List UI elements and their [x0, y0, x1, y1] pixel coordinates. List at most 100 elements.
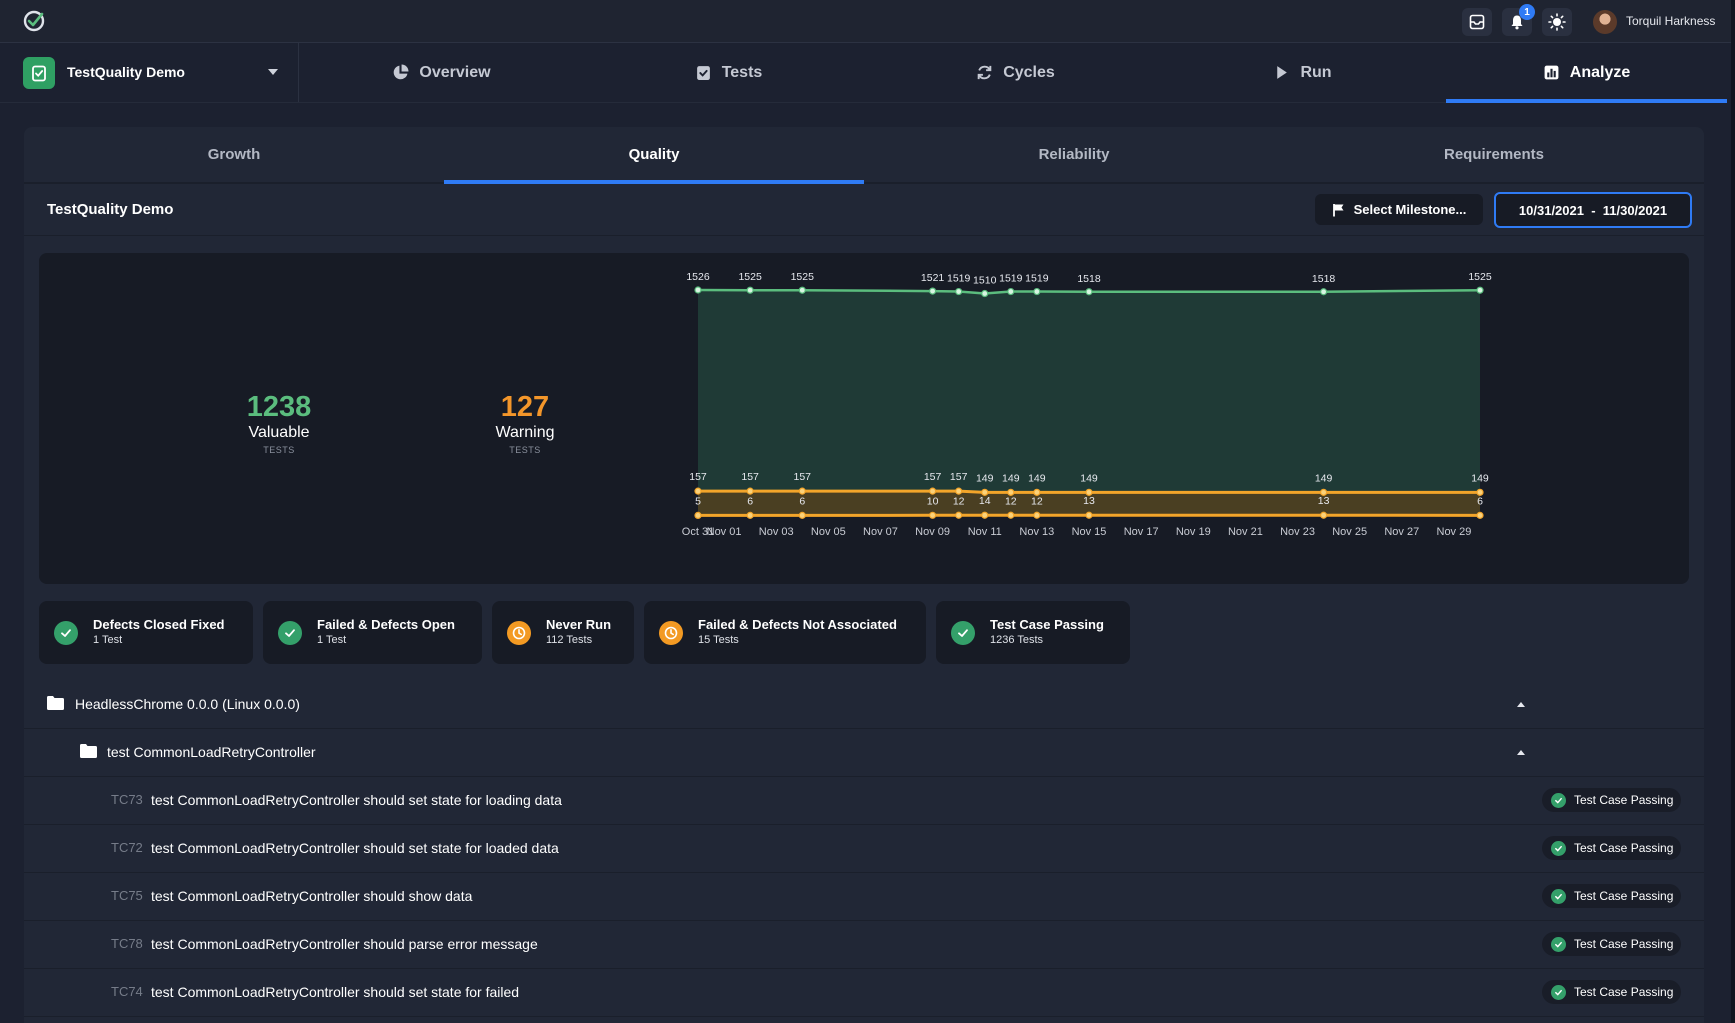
status-chip[interactable]: Failed & Defects Not Associated 15 Tests: [644, 601, 926, 664]
tab-overview[interactable]: Overview: [298, 43, 585, 102]
x-tick-label: Nov 29: [1437, 526, 1472, 538]
check-circle-icon: [1551, 984, 1566, 1000]
data-point: [1033, 488, 1041, 496]
status-chip[interactable]: Test Case Passing 1236 Tests: [936, 601, 1130, 664]
stat-valuable-value: 1238: [246, 391, 312, 423]
test-case-row[interactable]: TC78 test CommonLoadRetryController shoul…: [24, 921, 1704, 969]
status-chip-count: 15 Tests: [698, 634, 739, 646]
status-chip[interactable]: Failed & Defects Open 1 Test: [263, 601, 482, 664]
data-label: 6: [1477, 495, 1483, 507]
status-badge: Test Case Passing: [1542, 980, 1681, 1004]
stat-warning: 127 Warning TESTS: [445, 391, 605, 457]
data-label: 1525: [791, 271, 815, 283]
subtab-reliability[interactable]: Reliability: [864, 127, 1284, 182]
analyze-subtabs: Growth Quality Reliability Requirements: [24, 127, 1704, 184]
data-point: [746, 487, 754, 495]
check-circle-icon: [1551, 888, 1566, 904]
data-point: [1476, 488, 1484, 496]
data-label: 10: [927, 495, 939, 507]
status-chip-title: Test Case Passing: [990, 617, 1104, 632]
data-label: 1518: [1312, 273, 1336, 285]
data-point: [798, 511, 806, 519]
date-range-picker[interactable]: 10/31/2021 - 11/30/2021: [1494, 192, 1692, 228]
data-label: 1518: [1077, 273, 1101, 285]
x-tick-label: Nov 15: [1072, 526, 1107, 538]
tab-cycles[interactable]: Cycles: [872, 43, 1159, 102]
subtab-requirements[interactable]: Requirements: [1284, 127, 1704, 182]
x-tick-label: Nov 09: [915, 526, 950, 538]
stat-warning-unit: TESTS: [509, 445, 541, 455]
avatar[interactable]: [1593, 10, 1617, 34]
status-chip-title: Defects Closed Fixed: [93, 617, 225, 632]
data-label: 13: [1083, 495, 1095, 507]
status-chip-title: Failed & Defects Open: [317, 617, 455, 632]
status-badge: Test Case Passing: [1542, 884, 1681, 908]
check-icon: [54, 621, 78, 645]
chevron-down-icon[interactable]: [268, 69, 278, 75]
select-milestone-label: Select Milestone...: [1353, 202, 1467, 217]
date-range-value: 10/31/2021 - 11/30/2021: [1518, 202, 1668, 218]
project-selector[interactable]: TestQuality Demo: [0, 43, 299, 102]
tab-overview-label: Overview: [419, 63, 491, 81]
data-point: [694, 286, 702, 294]
data-label: 149: [1002, 472, 1020, 484]
theme-toggle-button[interactable]: [1542, 8, 1572, 36]
data-label: 12: [1005, 495, 1017, 507]
status-chip[interactable]: Never Run 112 Tests: [492, 601, 634, 664]
data-label: 12: [1031, 495, 1043, 507]
stat-valuable-label: Valuable: [248, 424, 310, 441]
bell-icon: [1511, 15, 1523, 30]
x-tick-label: Nov 21: [1228, 526, 1263, 538]
data-point: [1319, 511, 1328, 519]
notifications-button[interactable]: 1: [1502, 4, 1535, 36]
clipboard-check-icon: [696, 66, 710, 80]
inbox-button[interactable]: [1462, 8, 1492, 36]
data-label: 1510: [973, 275, 997, 287]
data-label: 157: [689, 471, 707, 483]
status-chip-count: 1 Test: [93, 634, 123, 646]
app-logo-icon[interactable]: [22, 9, 46, 33]
tab-tests-label: Tests: [721, 63, 763, 81]
data-point: [1476, 511, 1484, 519]
status-chip-count: 1 Test: [317, 634, 347, 646]
collapse-caret-icon[interactable]: [1517, 750, 1525, 755]
x-tick-label: Nov 01: [707, 526, 742, 538]
data-label: 149: [1028, 472, 1046, 484]
subtab-quality[interactable]: Quality: [444, 127, 864, 184]
tab-run[interactable]: Run: [1159, 43, 1446, 102]
check-circle-icon: [1551, 792, 1566, 808]
status-chip[interactable]: Defects Closed Fixed 1 Test: [39, 601, 253, 664]
x-tick-label: Nov 17: [1124, 526, 1159, 538]
folder-icon: [80, 744, 97, 758]
stat-warning-label: Warning: [495, 424, 555, 441]
x-tick-label: Nov 03: [759, 526, 794, 538]
status-badge: Test Case Passing: [1542, 932, 1681, 956]
window-edge: [1731, 0, 1735, 1023]
data-label: 13: [1318, 495, 1330, 507]
test-case-row[interactable]: TC74 test CommonLoadRetryController shoul…: [24, 969, 1704, 1017]
test-case-name: test CommonLoadRetryController should se…: [151, 792, 562, 808]
test-case-id: TC73: [111, 792, 143, 807]
data-point: [928, 287, 937, 295]
data-label: 149: [1080, 472, 1098, 484]
select-milestone-button[interactable]: Select Milestone...: [1315, 194, 1483, 225]
data-point: [981, 488, 989, 496]
test-case-id: TC74: [111, 984, 143, 999]
data-label: 157: [794, 471, 812, 483]
tree-child-row[interactable]: test CommonLoadRetryController: [24, 729, 1704, 777]
tab-tests[interactable]: Tests: [585, 43, 872, 102]
test-case-row[interactable]: TC75 test CommonLoadRetryController shoul…: [24, 873, 1704, 921]
data-point: [981, 511, 989, 519]
x-tick-label: Nov 07: [863, 526, 898, 538]
test-case-row[interactable]: TC72 test CommonLoadRetryController shoul…: [24, 825, 1704, 873]
x-tick-label: Nov 23: [1280, 526, 1315, 538]
test-case-row[interactable]: TC73 test CommonLoadRetryController shoul…: [24, 777, 1704, 825]
subtab-growth[interactable]: Growth: [24, 127, 444, 182]
clock-icon: [659, 621, 683, 645]
tab-analyze[interactable]: Analyze: [1446, 43, 1727, 103]
data-point: [981, 289, 989, 298]
user-name[interactable]: Torquil Harkness: [1626, 14, 1716, 28]
tree-root-row[interactable]: HeadlessChrome 0.0.0 (Linux 0.0.0): [24, 681, 1704, 729]
collapse-caret-icon[interactable]: [1517, 702, 1525, 707]
status-chip-title: Failed & Defects Not Associated: [698, 617, 897, 632]
